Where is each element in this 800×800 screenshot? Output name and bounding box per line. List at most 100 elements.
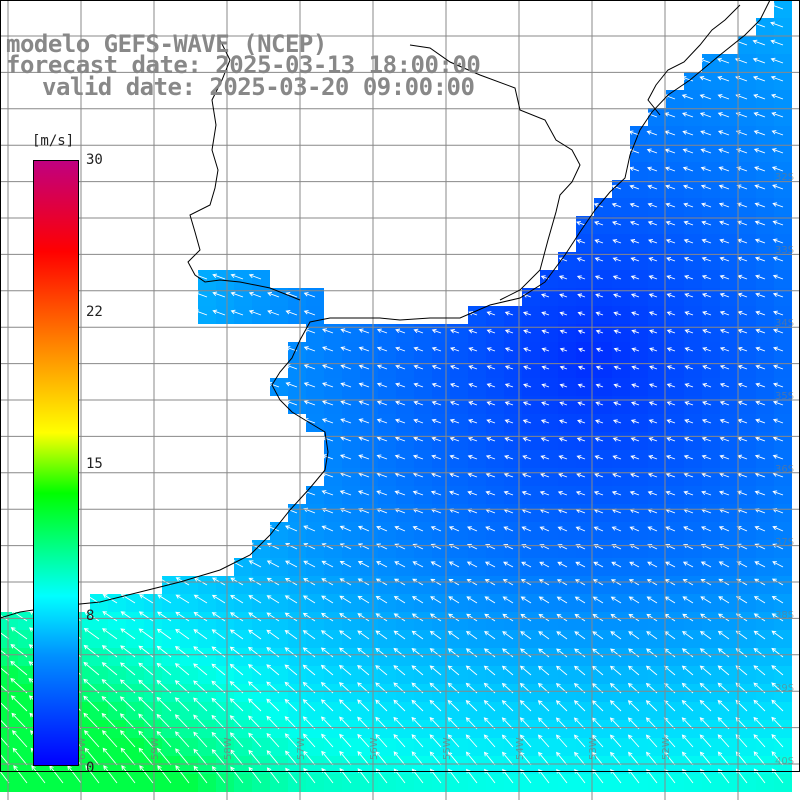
wind-arrow-icon — [10, 677, 28, 694]
wind-arrow-icon — [248, 698, 262, 712]
wind-arrow-icon — [753, 647, 766, 658]
wind-arrow-icon — [573, 700, 586, 712]
wind-arrow-icon — [103, 765, 118, 784]
wind-arrow-icon — [395, 346, 406, 352]
wind-arrow-icon — [717, 699, 730, 712]
wind-arrow-icon — [755, 292, 766, 298]
wind-arrow-icon — [393, 734, 406, 748]
wind-arrow-icon — [504, 311, 514, 316]
wind-arrow-icon — [665, 490, 676, 496]
wind-arrow-icon — [523, 383, 532, 388]
wind-arrow-icon — [699, 699, 712, 712]
wind-arrow-icon — [358, 418, 370, 424]
wind-arrow-icon — [229, 612, 244, 622]
wind-arrow-icon — [501, 700, 514, 712]
wind-arrow-icon — [357, 699, 370, 712]
wind-arrow-icon — [212, 309, 226, 316]
wind-arrow-icon — [376, 561, 388, 568]
wind-arrow-icon — [83, 627, 100, 640]
wind-arrow-icon — [573, 665, 586, 676]
wind-arrow-icon — [612, 239, 622, 244]
wind-arrow-icon — [772, 256, 784, 262]
wind-arrow-icon — [266, 664, 280, 676]
wind-arrow-icon — [702, 383, 712, 388]
wind-arrow-icon — [320, 647, 334, 658]
wind-arrow-icon — [665, 220, 676, 226]
wind-arrow-icon — [465, 665, 478, 676]
wind-arrow-icon — [771, 148, 784, 154]
wind-arrow-icon — [211, 697, 226, 712]
wind-arrow-icon — [559, 329, 568, 334]
wind-arrow-icon — [357, 647, 370, 658]
wind-arrow-icon — [719, 382, 730, 388]
wind-arrow-icon — [468, 311, 478, 316]
wind-arrow-icon — [193, 748, 208, 766]
wind-arrow-icon — [303, 292, 316, 298]
wind-arrow-icon — [468, 401, 478, 406]
wind-arrow-icon — [736, 166, 748, 172]
wind-arrow-icon — [701, 292, 712, 298]
wind-arrow-icon — [502, 631, 514, 640]
wind-arrow-icon — [266, 612, 280, 622]
wind-arrow-icon — [717, 648, 730, 658]
wind-arrow-icon — [610, 648, 622, 658]
wind-arrow-icon — [375, 613, 388, 622]
latitude-label: 32S — [775, 172, 794, 183]
wind-arrow-icon — [577, 311, 586, 316]
wind-arrow-icon — [138, 662, 154, 676]
wind-arrow-icon — [647, 472, 658, 478]
wind-arrow-icon — [753, 130, 766, 136]
wind-arrow-icon — [229, 698, 244, 712]
wind-arrow-icon — [395, 400, 406, 406]
wind-arrow-icon — [649, 347, 658, 352]
wind-arrow-icon — [719, 400, 730, 406]
wind-arrow-icon — [119, 713, 136, 730]
wind-arrow-icon — [682, 148, 694, 154]
wind-arrow-icon — [284, 647, 298, 658]
wind-arrow-icon — [701, 436, 712, 442]
wind-arrow-icon — [538, 613, 550, 622]
wind-arrow-icon — [448, 613, 460, 622]
wind-vector-field — [0, 3, 784, 784]
wind-arrow-icon — [771, 699, 784, 712]
wind-arrow-icon — [503, 526, 514, 532]
wind-arrow-icon — [681, 734, 694, 748]
wind-arrow-icon — [539, 561, 550, 568]
wind-arrow-icon — [10, 610, 28, 622]
wind-arrow-icon — [755, 328, 766, 334]
wind-arrow-icon — [194, 309, 208, 316]
wind-arrow-icon — [229, 629, 244, 640]
wind-arrow-icon — [483, 751, 496, 766]
wind-arrow-icon — [465, 734, 478, 748]
wind-arrow-icon — [193, 765, 208, 784]
wind-arrow-icon — [683, 454, 694, 460]
wind-arrow-icon — [646, 112, 658, 118]
wind-arrow-icon — [682, 561, 694, 568]
wind-arrow-icon — [429, 734, 442, 748]
wind-arrow-icon — [627, 665, 640, 676]
wind-arrow-icon — [772, 274, 784, 280]
wind-arrow-icon — [193, 697, 208, 712]
wind-arrow-icon — [772, 561, 784, 568]
wind-arrow-icon — [376, 436, 388, 442]
wind-arrow-icon — [0, 701, 10, 712]
wind-arrow-icon — [284, 612, 298, 622]
wind-arrow-icon — [771, 596, 784, 604]
wind-arrow-icon — [665, 526, 676, 532]
wind-arrow-icon — [647, 220, 658, 226]
wind-arrow-icon — [681, 648, 694, 658]
wind-arrow-icon — [629, 202, 640, 208]
wind-arrow-icon — [447, 699, 460, 712]
wind-arrow-icon — [591, 700, 604, 712]
wind-arrow-icon — [577, 293, 586, 298]
wind-arrow-icon — [700, 596, 712, 604]
wind-arrow-icon — [320, 699, 334, 712]
wind-arrow-icon — [375, 716, 388, 730]
wind-arrow-icon — [666, 383, 676, 388]
wind-arrow-icon — [666, 257, 676, 262]
wind-arrow-icon — [486, 347, 496, 352]
wind-arrow-icon — [665, 202, 676, 208]
wind-arrow-icon — [447, 648, 460, 658]
wind-arrow-icon — [575, 490, 586, 496]
wind-arrow-icon — [484, 613, 496, 622]
